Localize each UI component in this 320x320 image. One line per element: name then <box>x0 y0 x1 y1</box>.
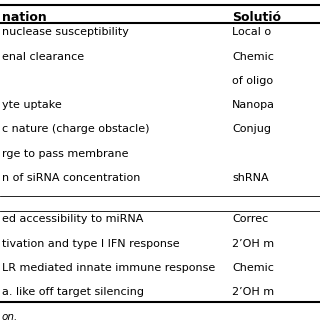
Text: Chemic: Chemic <box>232 52 274 61</box>
Text: nuclease susceptibility: nuclease susceptibility <box>2 27 128 37</box>
Text: Solutió: Solutió <box>232 11 281 24</box>
Text: Chemic: Chemic <box>232 263 274 273</box>
Text: 2’OH m: 2’OH m <box>232 239 274 249</box>
Text: yte uptake: yte uptake <box>2 100 61 110</box>
Text: rge to pass membrane: rge to pass membrane <box>2 149 128 159</box>
Text: Nanopa: Nanopa <box>232 100 275 110</box>
Text: a. like off target silencing: a. like off target silencing <box>2 287 144 297</box>
Text: nation: nation <box>2 11 46 24</box>
Text: Correc: Correc <box>232 214 268 224</box>
Text: Conjug: Conjug <box>232 124 271 134</box>
Text: Local o: Local o <box>232 27 271 37</box>
Text: LR mediated innate immune response: LR mediated innate immune response <box>2 263 215 273</box>
Text: on.: on. <box>2 312 18 320</box>
Text: c nature (charge obstacle): c nature (charge obstacle) <box>2 124 149 134</box>
Text: ed accessibility to miRNA: ed accessibility to miRNA <box>2 214 143 224</box>
Text: shRNA: shRNA <box>232 173 268 183</box>
Text: of oligo: of oligo <box>232 76 273 86</box>
Text: enal clearance: enal clearance <box>2 52 84 61</box>
Text: 2’OH m: 2’OH m <box>232 287 274 297</box>
Text: tivation and type I IFN response: tivation and type I IFN response <box>2 239 179 249</box>
Text: n of siRNA concentration: n of siRNA concentration <box>2 173 140 183</box>
